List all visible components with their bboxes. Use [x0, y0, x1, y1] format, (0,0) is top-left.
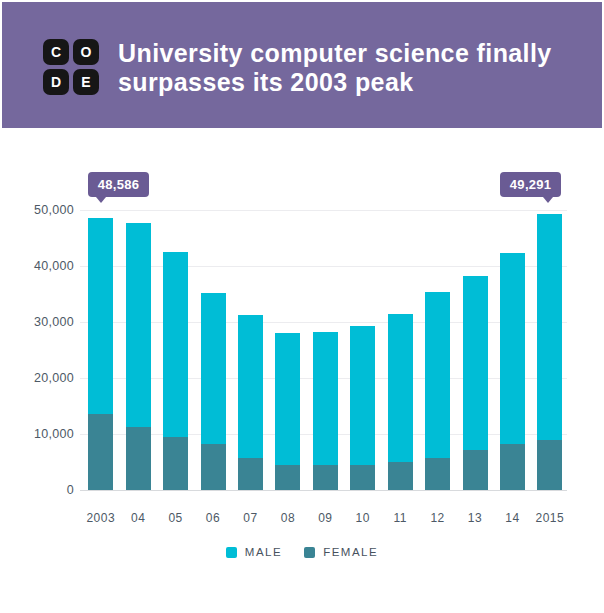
- x-axis-tick-2015: 2015: [528, 511, 572, 525]
- chart-legend: MALE FEMALE: [0, 546, 604, 558]
- bar-female-06: [201, 444, 226, 490]
- logo-tile-o: O: [73, 39, 99, 65]
- gridline-40000: [80, 266, 567, 267]
- female-color-swatch: [304, 547, 315, 558]
- page-title: University computer science finally surp…: [118, 39, 552, 97]
- y-axis-tick-50000: 50,000: [10, 203, 74, 217]
- callout-2015: 49,291: [500, 172, 562, 197]
- infographic: C O D E University computer science fina…: [0, 0, 604, 613]
- bar-male-14: [500, 253, 525, 444]
- bar-female-08: [275, 465, 300, 490]
- callout-2003: 48,586: [88, 172, 150, 197]
- logo-tile-d: D: [43, 69, 69, 95]
- bar-female-10: [350, 465, 375, 490]
- gridline-0: [80, 490, 567, 491]
- code-org-logo: C O D E: [43, 39, 99, 95]
- bar-male-05: [163, 252, 188, 437]
- legend-item-female: FEMALE: [304, 546, 378, 558]
- title-line-2: surpasses its 2003 peak: [118, 68, 414, 96]
- bar-male-12: [425, 292, 450, 458]
- bar-male-06: [201, 293, 226, 444]
- gridline-50000: [80, 210, 567, 211]
- bar-female-2003: [88, 414, 113, 490]
- header-banner: C O D E University computer science fina…: [2, 2, 602, 128]
- legend-female-label: FEMALE: [323, 546, 378, 558]
- bar-male-07: [238, 315, 263, 458]
- bar-female-09: [313, 465, 338, 490]
- bar-female-04: [126, 427, 151, 490]
- bar-male-13: [463, 276, 488, 450]
- bar-female-07: [238, 458, 263, 490]
- bar-female-05: [163, 437, 188, 490]
- y-axis-tick-40000: 40,000: [10, 259, 74, 273]
- y-axis-tick-30000: 30,000: [10, 315, 74, 329]
- y-axis-tick-10000: 10,000: [10, 427, 74, 441]
- logo-tile-c: C: [43, 39, 69, 65]
- bar-male-04: [126, 223, 151, 427]
- bar-female-13: [463, 450, 488, 490]
- gridline-30000: [80, 322, 567, 323]
- legend-male-label: MALE: [245, 546, 282, 558]
- bar-male-10: [350, 326, 375, 465]
- bar-female-11: [388, 462, 413, 490]
- bar-male-2003: [88, 218, 113, 414]
- bar-female-2015: [537, 440, 562, 490]
- bar-male-09: [313, 332, 338, 465]
- bar-female-14: [500, 444, 525, 490]
- bar-male-2015: [537, 214, 562, 440]
- title-line-1: University computer science finally: [118, 39, 552, 67]
- y-axis-tick-0: 0: [10, 483, 74, 497]
- legend-item-male: MALE: [226, 546, 282, 558]
- bar-female-12: [425, 458, 450, 490]
- logo-tile-e: E: [73, 69, 99, 95]
- bar-male-11: [388, 314, 413, 462]
- bar-male-08: [275, 333, 300, 465]
- y-axis-tick-20000: 20,000: [10, 371, 74, 385]
- male-color-swatch: [226, 547, 237, 558]
